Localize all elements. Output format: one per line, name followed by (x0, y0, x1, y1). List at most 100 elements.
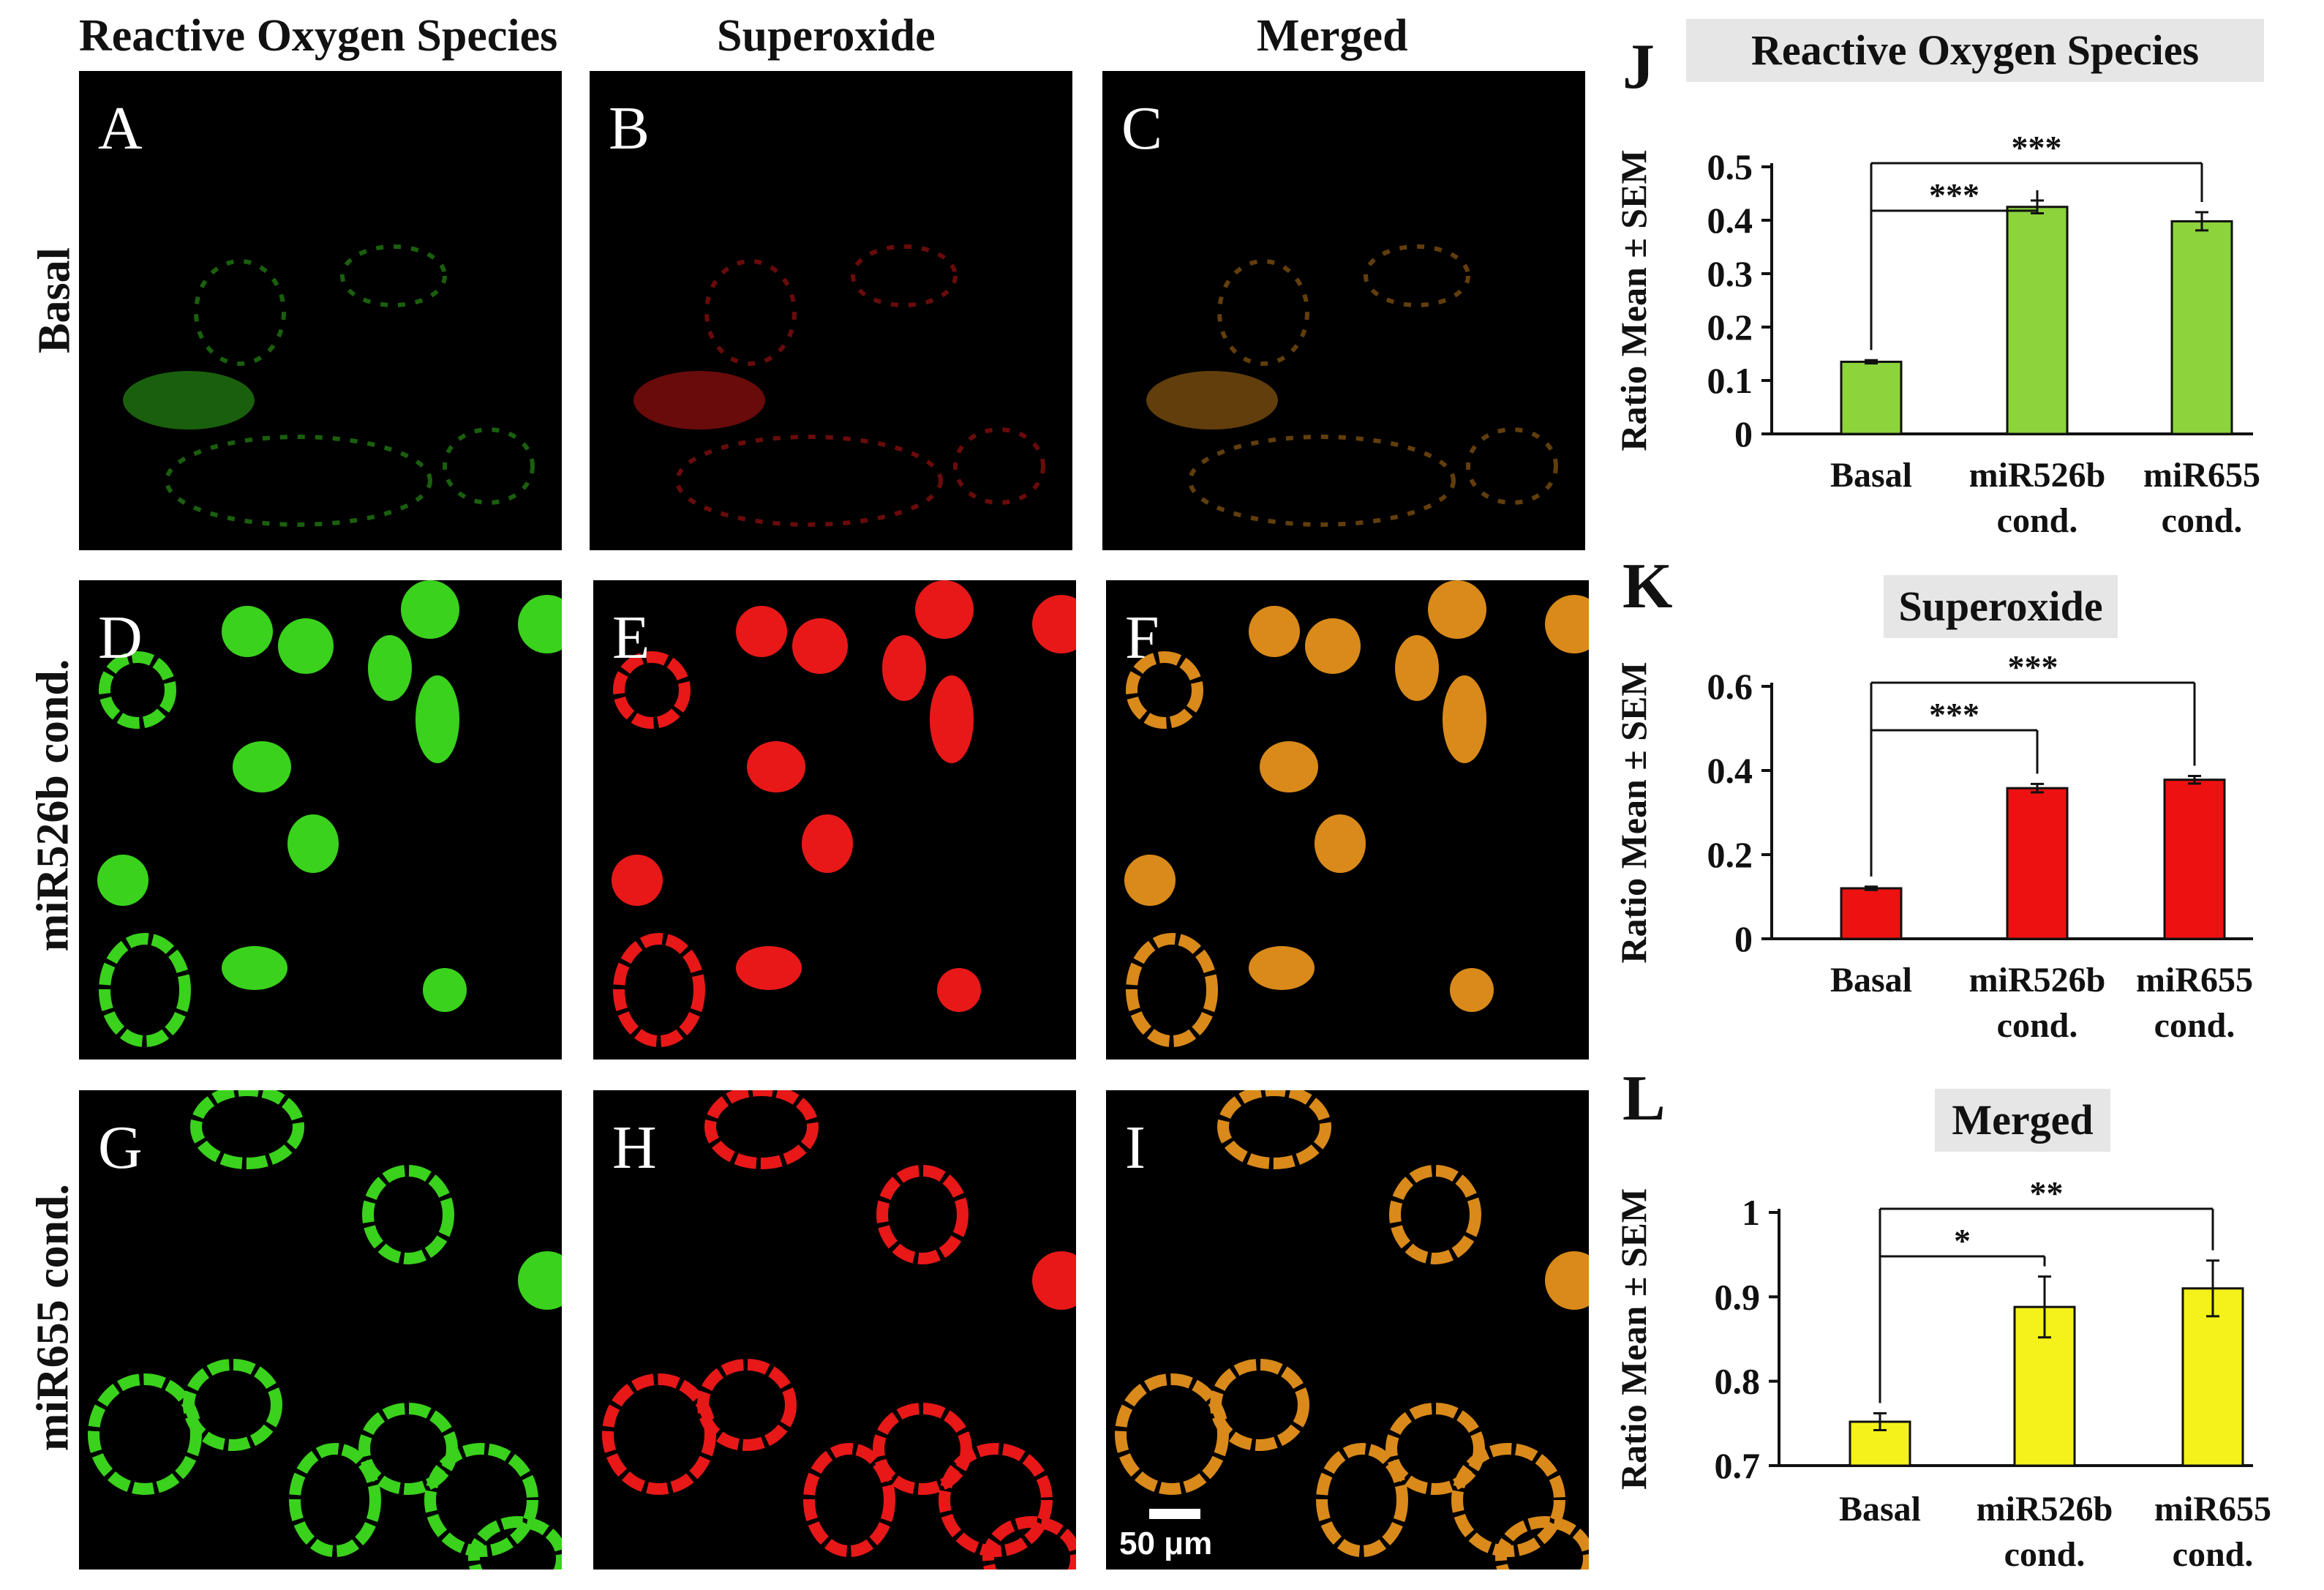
cell-blob (278, 618, 334, 674)
cell-blob (340, 244, 447, 307)
micrograph-texture (1146, 244, 1558, 527)
category-label: miR526b (1977, 1490, 2113, 1529)
scale-bar-label: 50 μm (1119, 1526, 1213, 1561)
y-axis-label: Ratio Mean ± SEM (1613, 149, 1654, 451)
cell-blob (415, 675, 459, 763)
significance-label: * (1954, 1222, 1971, 1259)
panel-label-a: A (98, 94, 143, 162)
column-header-superoxide: Superoxide (717, 11, 936, 61)
category-label: cond. (1997, 1006, 2078, 1045)
category-label: cond. (2173, 1535, 2254, 1574)
category-label: Basal (1830, 961, 1912, 1000)
micrograph-texture (633, 244, 1045, 527)
micrograph-texture (602, 1090, 1076, 1570)
cell-blob (697, 1359, 797, 1451)
category-label: miR526b (1969, 456, 2106, 495)
cell-blob (1032, 595, 1076, 653)
micrograph-texture (88, 1090, 562, 1570)
cell-blob (194, 259, 286, 366)
category-label: cond. (2004, 1535, 2086, 1574)
cell-blob (1217, 1090, 1331, 1169)
panel-label-e: E (612, 604, 650, 672)
panel-label-i: I (1125, 1114, 1146, 1182)
cell-blob (803, 1443, 895, 1557)
cell-blob (1385, 1403, 1485, 1495)
micrograph-panel-c: C (1102, 71, 1585, 550)
cell-blob (222, 946, 287, 990)
scale-bar (1149, 1509, 1200, 1519)
cell-blob (1260, 741, 1318, 792)
y-tick-label: 0.5 (1707, 146, 1753, 187)
cell-blob (287, 814, 339, 873)
cell-blob (882, 635, 926, 701)
micrograph-panel-i: I 50 μm (1106, 1090, 1589, 1570)
cell-blob (704, 259, 797, 366)
cell-blob (183, 1359, 282, 1451)
chart-panel-letter: K (1622, 551, 1672, 622)
micrograph-panel-a: A (79, 71, 562, 550)
cell-blob (1126, 651, 1203, 729)
micrograph-texture (97, 580, 562, 1047)
y-tick-label: 0.6 (1707, 666, 1753, 707)
cell-blob (468, 1516, 562, 1570)
y-tick-label: 0.7 (1715, 1445, 1761, 1486)
chart-panel-letter: J (1622, 31, 1655, 102)
cell-blob (613, 933, 705, 1047)
cell-blob (362, 1165, 454, 1264)
panel-label-d: D (98, 604, 143, 672)
cell-blob (1443, 675, 1486, 763)
cell-blob (518, 595, 562, 653)
micrograph-texture (1115, 1090, 1589, 1570)
micrograph-texture (612, 580, 1076, 1047)
cell-blob (1126, 933, 1218, 1047)
significance-label: *** (1929, 176, 1979, 214)
y-tick-label: 0.4 (1707, 750, 1753, 791)
panel-label-b: B (609, 94, 650, 162)
cell-blob (939, 1443, 1053, 1557)
category-label: cond. (1997, 501, 2078, 540)
micrograph-texture (123, 244, 535, 527)
significance-label: *** (2012, 129, 2062, 166)
chart-title: Merged (1952, 1096, 2093, 1144)
cell-blob (982, 1516, 1076, 1570)
cell-blob (1545, 595, 1589, 653)
cell-blob (736, 606, 787, 657)
bar (1840, 360, 1903, 435)
cell-blob (423, 968, 467, 1012)
cell-blob (165, 435, 432, 527)
panel-label-c: C (1121, 94, 1163, 162)
cell-blob (1495, 1516, 1589, 1570)
category-label: miR526b (1969, 961, 2106, 1000)
cell-blob (1146, 371, 1278, 430)
cell-blob (233, 741, 291, 792)
cell-blob (1451, 1443, 1565, 1557)
category-label: cond. (2154, 1006, 2235, 1045)
y-tick-label: 0.2 (1707, 307, 1753, 348)
chart-panel-letter: L (1622, 1063, 1666, 1134)
chart-title: Reactive Oxygen Species (1751, 26, 2199, 74)
cell-blob (1428, 580, 1486, 639)
cell-blob (613, 651, 691, 729)
category-label: Basal (1839, 1490, 1921, 1529)
y-tick-label: 0.2 (1707, 834, 1753, 875)
cell-blob (937, 968, 981, 1012)
category-label: Basal (1830, 456, 1912, 495)
y-tick-label: 0.8 (1715, 1361, 1761, 1402)
micrograph-panel-f: F (1106, 580, 1589, 1060)
cell-blob (930, 675, 974, 763)
cell-blob (1188, 435, 1456, 527)
cell-blob (358, 1403, 458, 1495)
cell-blob (1364, 244, 1470, 307)
cell-blob (1217, 259, 1309, 366)
cell-blob (1395, 635, 1439, 701)
chart-title-box (1686, 19, 2264, 82)
cell-blob (1210, 1359, 1309, 1451)
y-tick-label: 0 (1734, 413, 1753, 454)
category-label: miR655 (2136, 961, 2253, 1000)
cell-blob (1315, 814, 1366, 873)
bar (1849, 1420, 1911, 1467)
cell-blob (518, 1251, 562, 1310)
chart-title-box (1884, 575, 2118, 638)
cell-blob (1466, 427, 1558, 505)
